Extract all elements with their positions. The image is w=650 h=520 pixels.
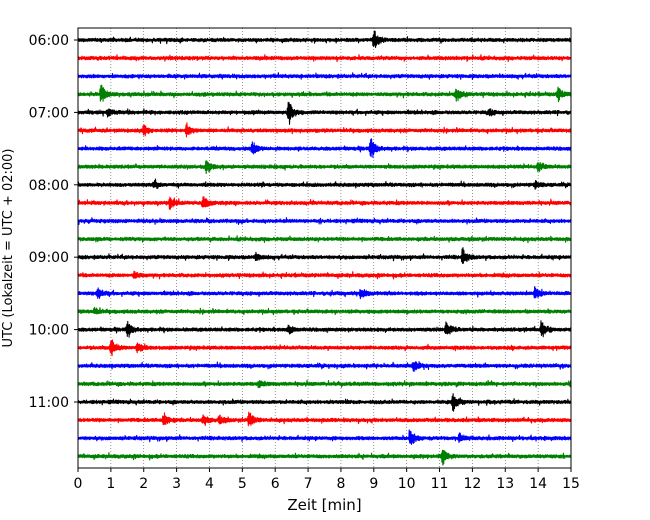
seismogram-traces [77,30,572,466]
trace-1130 [77,429,572,445]
trace-0845 [77,235,572,244]
trace-0715 [77,122,572,138]
trace-0600 [77,30,572,49]
x-tick-label: 5 [238,476,247,492]
x-tick-label: 6 [271,476,280,492]
x-tick-label: 8 [336,476,345,492]
x-axis-ticks: 0 1 2 3 4 5 6 7 8 9 10 11 12 13 14 15 [74,468,580,492]
trace-0615 [77,54,572,63]
y-tick-label: 07:00 [29,105,69,121]
x-tick-label: 2 [139,476,148,492]
trace-0915 [77,270,572,280]
y-tick-label: 09:00 [29,250,69,266]
y-axis-ticks: 06:00 07:00 08:00 09:00 10:00 11:00 [29,33,78,411]
x-tick-label: 9 [369,476,378,492]
trace-0730 [77,138,572,158]
trace-1045 [77,379,572,389]
x-tick-label: 7 [304,476,313,492]
trace-1030 [77,361,572,372]
x-tick-label: 12 [463,476,481,492]
x-tick-label: 0 [74,476,83,492]
trace-0945 [77,306,572,316]
x-tick-label: 3 [172,476,181,492]
trace-0645 [77,84,572,103]
x-axis-label: Zeit [min] [287,496,361,514]
trace-0630 [77,72,572,80]
trace-0745 [77,160,572,175]
plot-frame [77,27,572,469]
x-tick-label: 13 [496,476,514,492]
trace-1000 [77,320,572,338]
trace-0815 [77,196,572,210]
trace-0700 [77,101,572,125]
x-tick-label: 1 [106,476,115,492]
y-tick-label: 11:00 [29,395,69,411]
x-tick-label: 14 [529,476,547,492]
x-tick-label: 15 [562,476,580,492]
vertical-grid-lines [110,28,539,468]
x-tick-label: 4 [205,476,214,492]
y-tick-label: 06:00 [29,33,69,49]
trace-1100 [77,393,572,412]
trace-0800 [77,178,572,190]
trace-0930 [77,286,572,300]
trace-1015 [77,339,572,357]
y-axis-label: UTC (Lokalzeit = UTC + 02:00) [1,149,16,348]
x-tick-label: 11 [431,476,449,492]
y-tick-label: 08:00 [29,178,69,194]
trace-1115 [77,411,572,427]
trace-1145 [77,449,572,466]
y-tick-label: 10:00 [29,323,69,339]
trace-0830 [77,217,572,225]
x-tick-label: 10 [398,476,416,492]
trace-0900 [77,247,572,264]
